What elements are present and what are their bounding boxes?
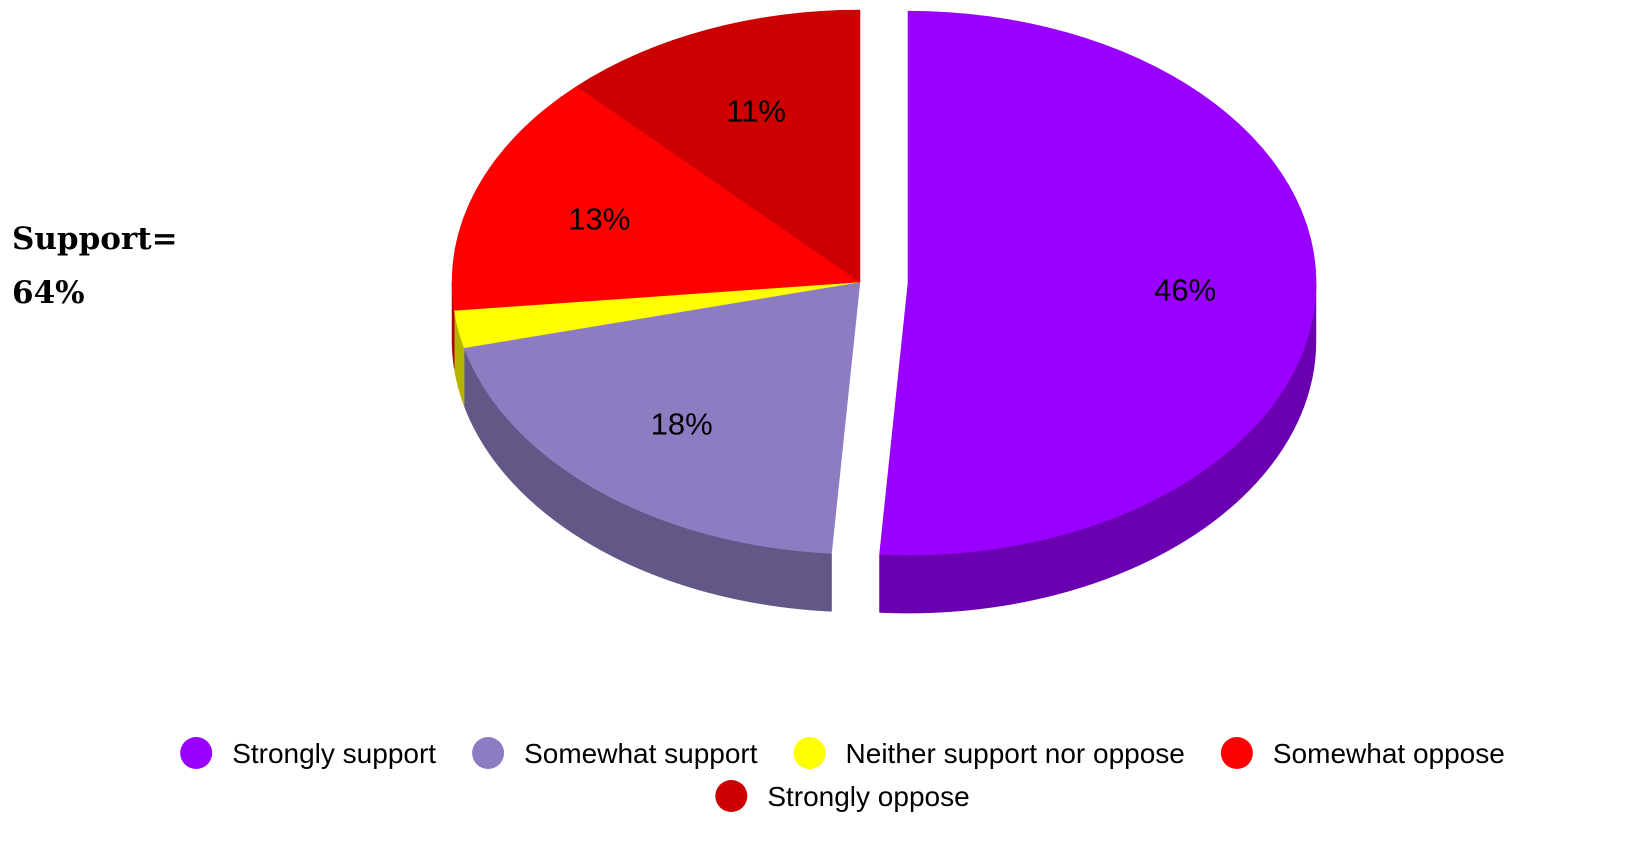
legend-label-somewhat-oppose: Somewhat oppose: [1273, 738, 1505, 769]
legend-item-neither-support-nor-oppose: Neither support nor oppose: [793, 737, 1185, 769]
support-annotation-label: Support=: [12, 221, 178, 257]
pie-value-label-strongly-oppose: 11%: [726, 94, 786, 129]
legend-label-strongly-oppose: Strongly oppose: [767, 781, 969, 812]
legend-item-strongly-oppose: Strongly oppose: [715, 780, 970, 812]
pie-value-label-somewhat-support: 18%: [651, 407, 713, 442]
pie-slice-strongly-support: [879, 10, 1317, 556]
pie-value-labels: 46% 18% 13% 11%: [568, 94, 1216, 442]
legend-item-somewhat-oppose: Somewhat oppose: [1220, 737, 1505, 769]
legend-item-somewhat-support: Somewhat support: [472, 737, 758, 769]
legend-label-somewhat-support: Somewhat support: [524, 738, 758, 769]
legend-swatch-somewhat-oppose: [1220, 737, 1253, 769]
support-annotation-value: 64%: [12, 275, 85, 311]
pie-slice-somewhat-support: [463, 281, 861, 554]
legend-label-strongly-support: Strongly support: [232, 738, 436, 769]
legend-label-neither-support-nor-oppose: Neither support nor oppose: [846, 738, 1185, 769]
pie-slice-strongly-oppose: [576, 9, 861, 283]
legend: Strongly support Somewhat support Neither …: [180, 737, 1505, 812]
legend-swatch-strongly-oppose: [715, 780, 748, 812]
pie-value-label-strongly-support: 46%: [1154, 273, 1216, 308]
legend-swatch-strongly-support: [180, 737, 213, 769]
pie-slice-somewhat-oppose: [451, 86, 861, 311]
legend-swatch-neither-support-nor-oppose: [793, 737, 826, 769]
legend-item-strongly-support: Strongly support: [180, 737, 436, 769]
pie-slices: [451, 9, 1317, 556]
legend-swatch-somewhat-support: [472, 737, 505, 769]
pie-value-label-somewhat-oppose: 13%: [568, 202, 630, 237]
support-annotation: Support= 64%: [12, 212, 178, 320]
